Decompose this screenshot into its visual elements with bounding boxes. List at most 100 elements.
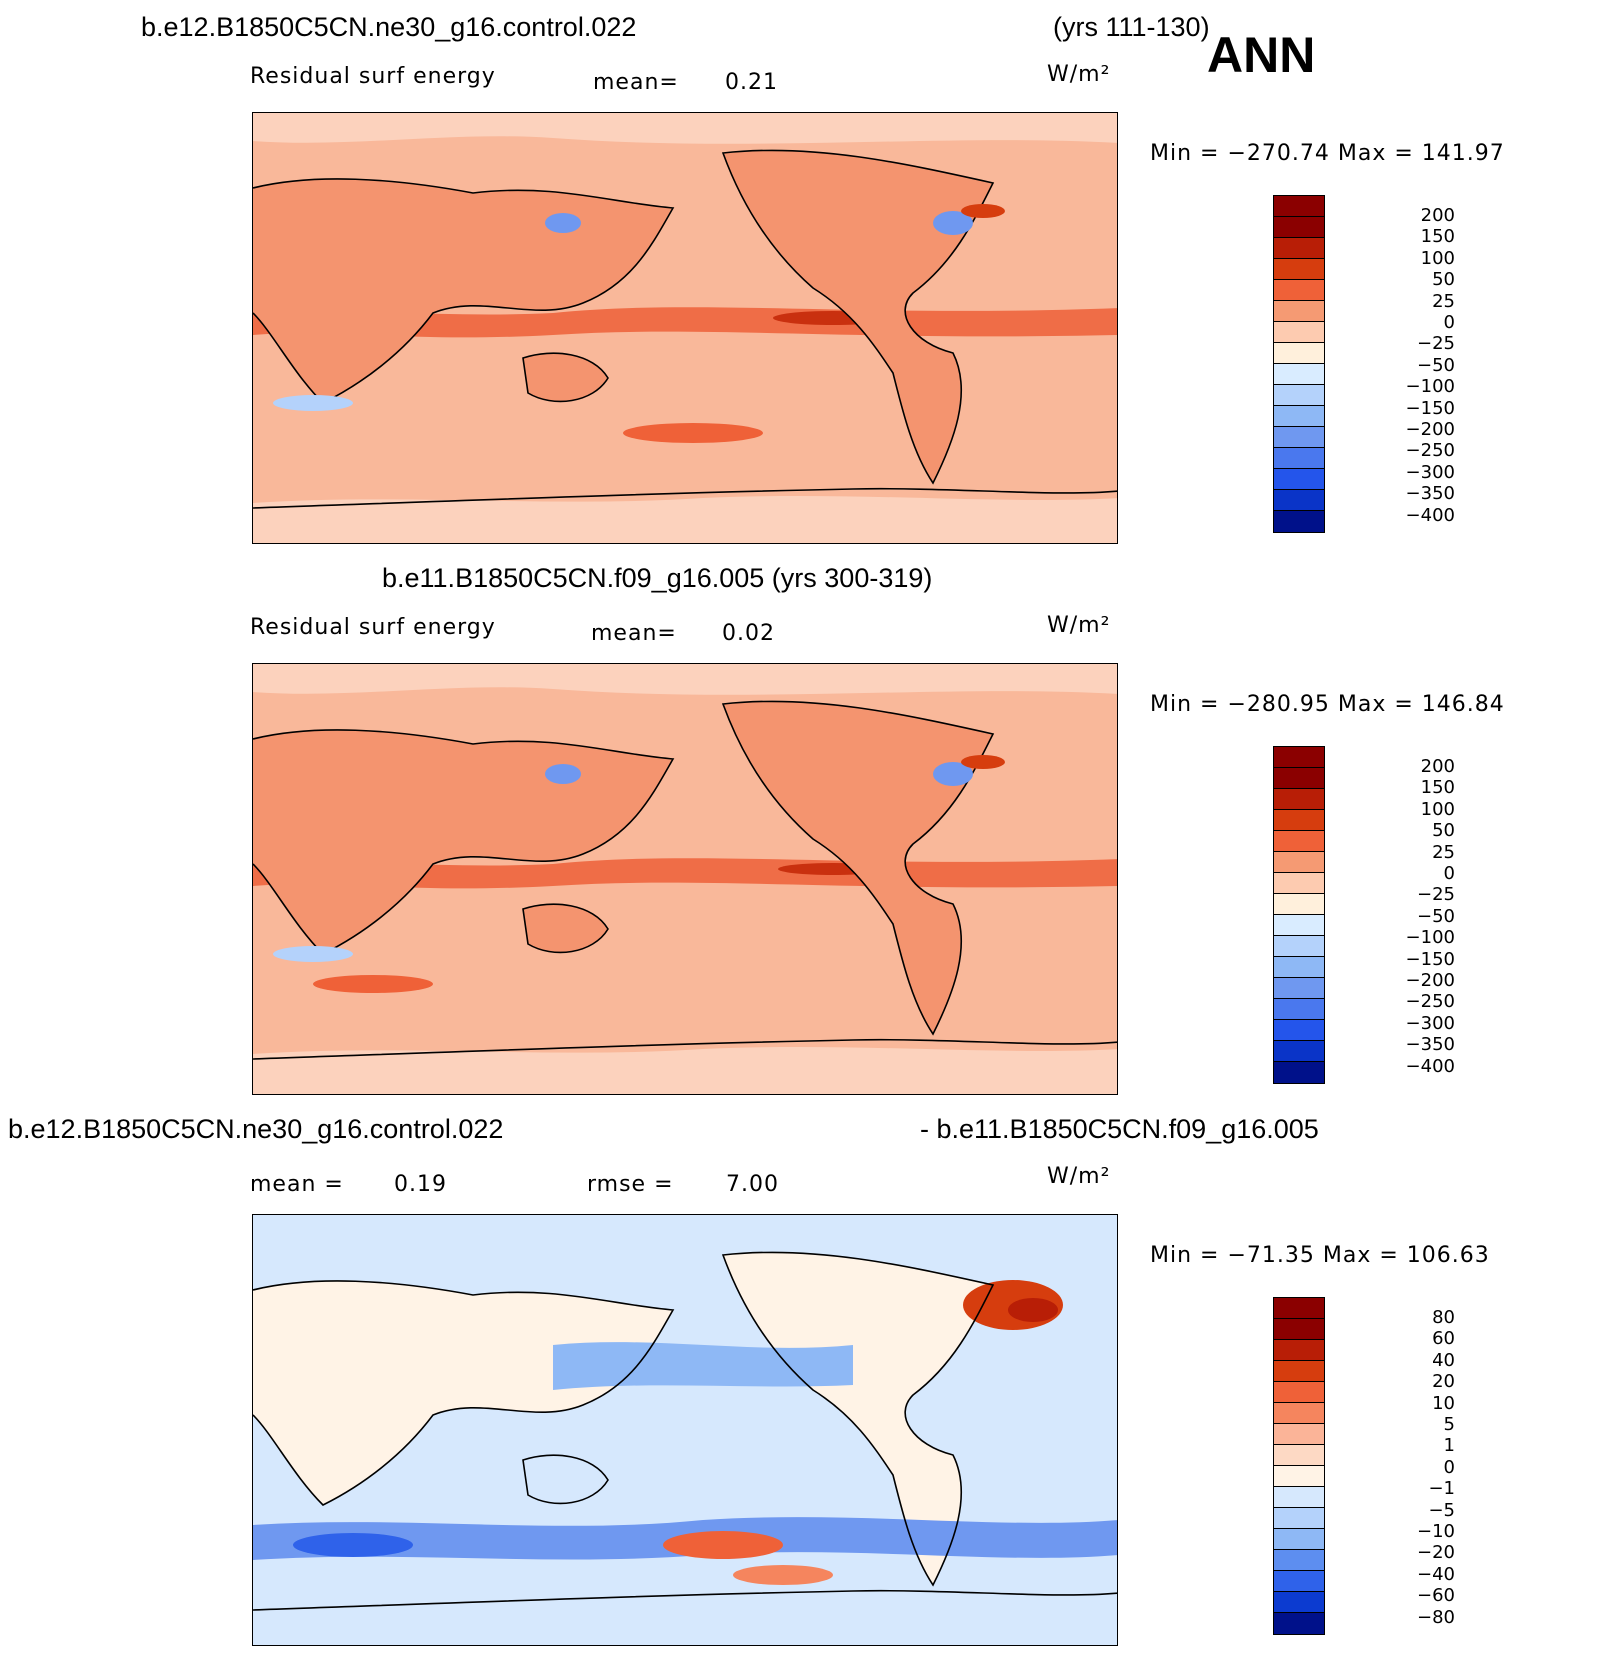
panel2-australia-land (523, 904, 608, 953)
swatch (1274, 1613, 1324, 1634)
colorbar-level-label: −400 (1405, 1055, 1455, 1077)
swatch (1274, 1020, 1324, 1041)
panel1-min-max: Min = −270.74 Max = 141.97 (1150, 141, 1505, 166)
panel2-min-max: Min = −280.95 Max = 146.84 (1150, 692, 1505, 717)
colorbar-level-label: −10 (1417, 1521, 1455, 1542)
swatch (1274, 894, 1324, 915)
swatch (1274, 343, 1324, 364)
panel1-units: W/m² (1047, 62, 1111, 87)
colorbar-level-label: −100 (1405, 376, 1455, 398)
swatch (1274, 280, 1324, 301)
panel3-rmse-value: 7.00 (726, 1172, 779, 1197)
season-label: ANN (1207, 27, 1316, 83)
swatch (1274, 1508, 1324, 1529)
swatch (1274, 1062, 1324, 1083)
panel1-gulfstream-anomaly (933, 211, 973, 235)
panel3-min-max: Min = −71.35 Max = 106.63 (1150, 1243, 1490, 1268)
colorbar-level-label: 0 (1443, 863, 1455, 884)
colorbar-level-label: −25 (1417, 884, 1455, 906)
panel1-eurasia-africa-land (253, 178, 673, 403)
panel2-units: W/m² (1047, 613, 1111, 638)
panel1-map (252, 112, 1118, 544)
colorbar-level-label: −1 (1428, 1478, 1455, 1500)
swatch (1274, 831, 1324, 852)
colorbar-level-label: 5 (1443, 1414, 1455, 1435)
panel3-south-pacific-warm (663, 1531, 783, 1559)
panel1-variable-label: Residual surf energy (250, 64, 496, 89)
colorbar-level-label: −20 (1417, 1542, 1455, 1564)
swatch (1274, 1041, 1324, 1062)
panel2-agulhas-anomaly (273, 946, 353, 962)
panel2-case-name: b.e11.B1850C5CN.f09_g16.005 (yrs 300-319… (382, 563, 933, 593)
colorbar-level-label: −300 (1405, 1012, 1455, 1034)
panel1-years: (yrs 111-130) (1053, 12, 1210, 42)
colorbar-level-label: −80 (1417, 1606, 1455, 1628)
colorbar-level-label: −350 (1405, 483, 1455, 505)
panel1-americas-land (723, 150, 993, 483)
panel3-rmse-label: rmse = (587, 1172, 674, 1197)
panel2-arctic-band (253, 664, 1117, 695)
swatch (1274, 1424, 1324, 1445)
swatch (1274, 1571, 1324, 1592)
panel1-colorbar (1273, 195, 1325, 533)
panel1-southern-ocean-band (623, 423, 763, 443)
panel1-case-name: b.e12.B1850C5CN.ne30_g16.control.022 (141, 12, 637, 42)
panel3-units: W/m² (1047, 1164, 1111, 1189)
swatch (1274, 873, 1324, 894)
swatch (1274, 852, 1324, 873)
colorbar-level-label: 10 (1432, 1392, 1455, 1414)
panel2-variable-label: Residual surf energy (250, 615, 496, 640)
colorbar-level-label: 1 (1443, 1435, 1455, 1457)
panel2-antarctic-band (253, 1046, 1117, 1094)
swatch (1274, 406, 1324, 427)
swatch (1274, 364, 1324, 385)
panel3-eurasia-africa-land (253, 1280, 673, 1505)
panel3-case-name-right: - b.e11.B1850C5CN.f09_g16.005 (920, 1114, 1319, 1144)
colorbar-level-label: 60 (1432, 1328, 1455, 1350)
swatch (1274, 1445, 1324, 1466)
colorbar-level-label: 200 (1420, 205, 1455, 226)
swatch (1274, 810, 1324, 831)
panel3-americas-land (723, 1252, 993, 1585)
colorbar-level-label: 150 (1420, 226, 1455, 248)
swatch (1274, 1340, 1324, 1361)
colorbar-level-label: 50 (1432, 269, 1455, 291)
panel3-mean-value: 0.19 (394, 1172, 447, 1197)
swatch (1274, 1361, 1324, 1382)
swatch (1274, 1487, 1324, 1508)
swatch (1274, 301, 1324, 322)
colorbar-level-label: −100 (1405, 927, 1455, 949)
colorbar-level-label: −300 (1405, 461, 1455, 483)
colorbar-level-label: 25 (1432, 841, 1455, 863)
swatch (1274, 1592, 1324, 1613)
panel3-australia-land (523, 1455, 608, 1504)
panel2-eurasia-africa-land (253, 729, 673, 954)
panel3-north-atlantic-core (1008, 1298, 1058, 1322)
colorbar-level-label: 40 (1432, 1349, 1455, 1371)
panel2-mean-label: mean= (591, 621, 677, 646)
panel1-antarctic-band (253, 495, 1117, 543)
swatch (1274, 511, 1324, 532)
panel1-kuroshio-anomaly (545, 213, 581, 233)
swatch (1274, 238, 1324, 259)
panel3-north-pacific-band (553, 1342, 853, 1390)
colorbar-level-label: 25 (1432, 290, 1455, 312)
colorbar-level-label: 150 (1420, 777, 1455, 799)
swatch (1274, 1319, 1324, 1340)
swatch (1274, 1298, 1324, 1319)
swatch (1274, 469, 1324, 490)
colorbar-level-label: 0 (1443, 312, 1455, 333)
panel3-mean-label: mean = (250, 1172, 344, 1197)
colorbar-level-label: −150 (1405, 948, 1455, 970)
swatch (1274, 1529, 1324, 1550)
colorbar-level-label: −350 (1405, 1034, 1455, 1056)
panel2-colorbar (1273, 746, 1325, 1084)
colorbar-level-label: 200 (1420, 756, 1455, 777)
colorbar-level-label: −50 (1417, 354, 1455, 376)
colorbar-level-label: −25 (1417, 333, 1455, 355)
colorbar-level-label: 100 (1420, 798, 1455, 820)
colorbar-level-label: −250 (1405, 991, 1455, 1013)
panel2-north-atlantic-hotspot (961, 755, 1005, 769)
swatch (1274, 1550, 1324, 1571)
panel3-south-pacific-warm2 (733, 1565, 833, 1585)
